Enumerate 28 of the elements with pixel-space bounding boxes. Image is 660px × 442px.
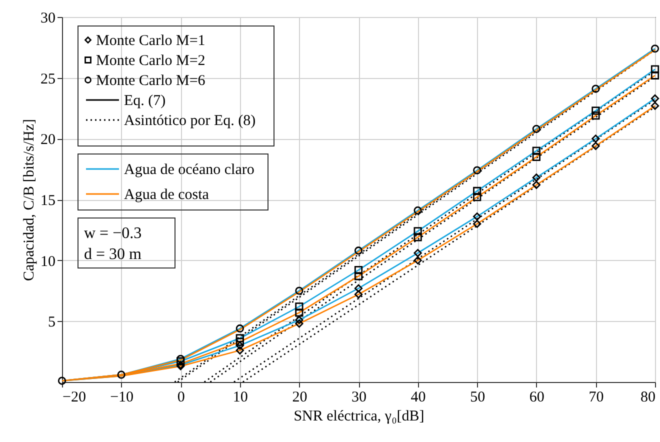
legend-label: Agua de costa: [124, 187, 210, 203]
x-tick-label: −20: [62, 390, 86, 406]
y-tick-label: 15: [40, 193, 56, 209]
legend-label: Monte Carlo M=6: [96, 73, 206, 89]
x-tick-label: 10: [232, 390, 248, 406]
x-tick-label: 70: [588, 390, 604, 406]
y-tick-label: 25: [40, 71, 56, 88]
y-tick-label: 10: [40, 254, 56, 270]
legend-label: Agua de océano claro: [124, 162, 254, 178]
x-tick-label: 40: [410, 390, 426, 406]
y-tick-label: 20: [40, 132, 56, 148]
x-tick-label: 30: [352, 390, 366, 406]
x-tick-label: 0: [177, 390, 185, 406]
x-tick-label: 60: [529, 390, 544, 406]
legend-label: Monte Carlo M=1: [96, 33, 206, 49]
legend-label: Asintótico por Eq. (8): [124, 113, 256, 129]
x-axis-title: SNR eléctrica, γ₀[dB]: [294, 408, 424, 424]
legend-label: Monte Carlo M=2: [96, 53, 206, 69]
y-axis-title: Capacidad, C/B [bits/s/Hz]: [22, 118, 38, 282]
y-tick-label: 5: [48, 314, 56, 331]
annotation: w = −0.3: [84, 225, 142, 242]
x-tick-label: 80: [640, 390, 656, 406]
x-tick-label: 50: [470, 390, 486, 406]
x-tick-label: −10: [110, 390, 134, 406]
annotation: d = 30 m: [84, 246, 142, 263]
y-tick-label: 30: [40, 10, 56, 26]
annotation: Eq. (7): [124, 93, 166, 109]
x-tick-label: 20: [292, 390, 308, 406]
